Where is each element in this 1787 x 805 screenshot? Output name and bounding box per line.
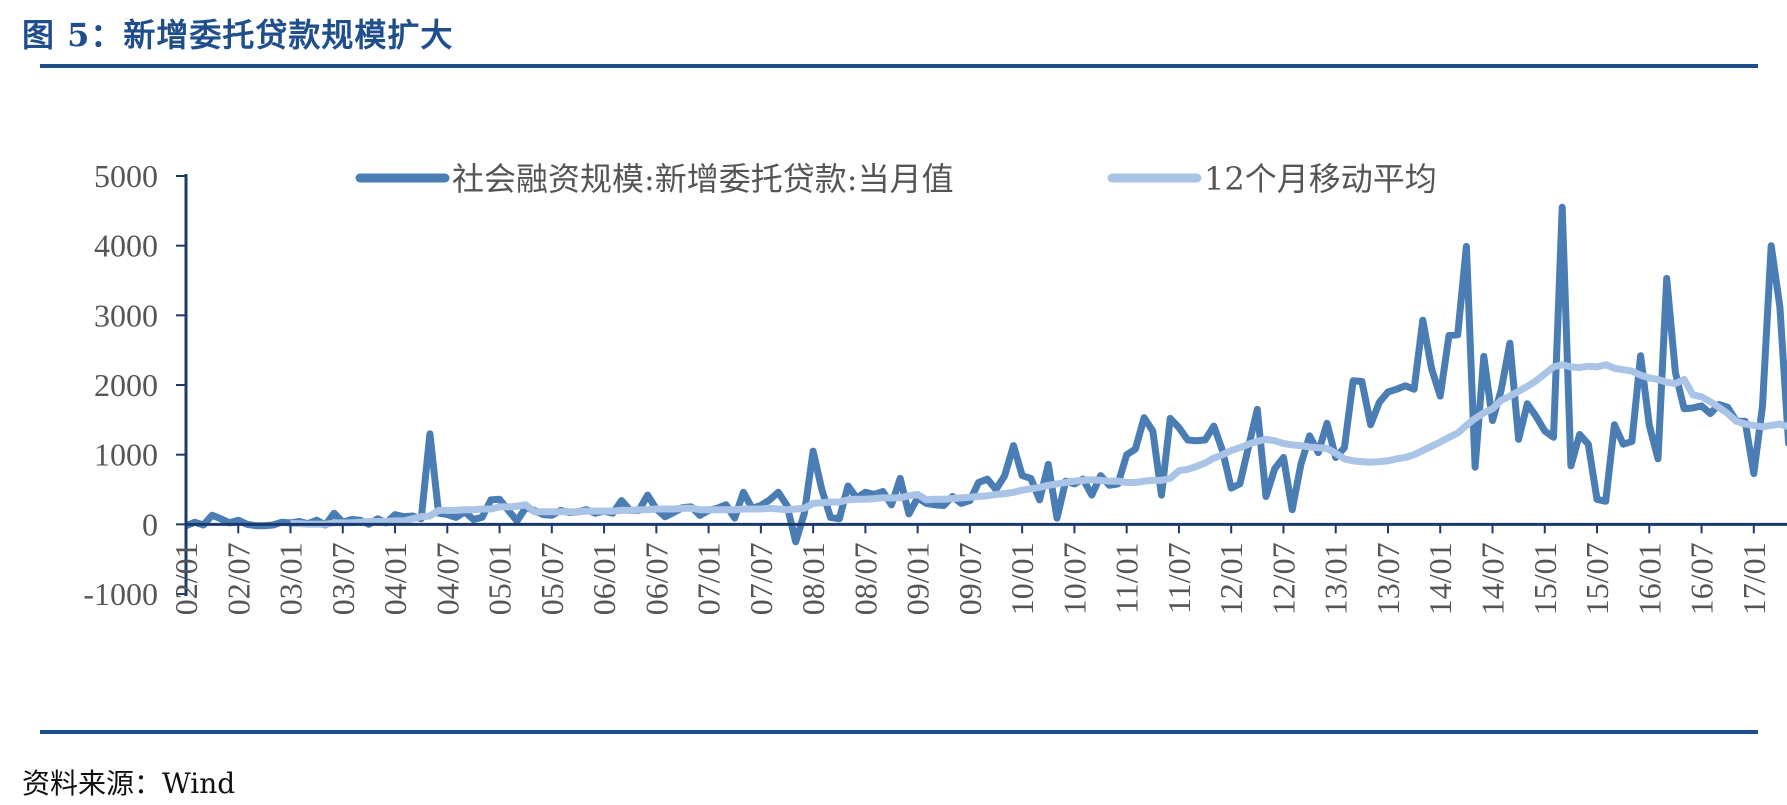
x-tick-label: 14/01	[1422, 542, 1458, 615]
y-tick-label: -1000	[83, 576, 158, 612]
legend: 社会融资规模:新增委托贷款:当月值 12个月移动平均	[355, 160, 1437, 198]
x-tick-label: 15/07	[1579, 542, 1615, 615]
y-tick-label: 2000	[94, 367, 158, 403]
x-tick-label: 08/01	[795, 542, 831, 615]
x-tick-label: 04/07	[429, 542, 465, 615]
legend-label-monthly: 社会融资规模:新增委托贷款:当月值	[452, 160, 954, 198]
y-tick-label: 0	[142, 506, 158, 542]
figure-title: 图 5：新增委托贷款规模扩大	[22, 16, 454, 54]
x-tick-label: 04/01	[377, 542, 413, 615]
x-tick-label: 09/07	[952, 542, 988, 615]
y-tick-label: 3000	[94, 297, 158, 333]
x-tick-label: 03/01	[273, 542, 309, 615]
x-tick-label: 07/01	[691, 542, 727, 615]
x-tick-label: 16/01	[1631, 542, 1667, 615]
x-tick-label: 11/01	[1109, 542, 1145, 614]
y-tick-label: 4000	[94, 228, 158, 264]
title-rule	[40, 64, 1758, 68]
x-tick-label: 11/07	[1161, 542, 1197, 614]
x-tick-label: 12/01	[1213, 542, 1249, 615]
x-tick-label: 17/01	[1736, 542, 1772, 615]
x-tick-label: 13/07	[1370, 542, 1406, 615]
y-tick-label: 1000	[94, 437, 158, 473]
y-tick-label: 5000	[94, 158, 158, 194]
x-tick-label: 15/01	[1527, 542, 1563, 615]
x-tick-label: 02/01	[168, 542, 204, 615]
series-line-moving-average	[290, 361, 1787, 528]
x-tick-label: 06/01	[586, 542, 622, 615]
x-tick-label: 16/07	[1684, 542, 1720, 615]
x-tick-label: 05/01	[482, 542, 518, 615]
x-tick-label: 02/07	[220, 542, 256, 615]
x-tick-label: 13/01	[1318, 542, 1354, 615]
series-layer	[184, 203, 1787, 546]
x-tick-label: 14/07	[1475, 542, 1511, 615]
x-tick-label: 07/07	[743, 542, 779, 615]
x-tick-label: 09/01	[900, 542, 936, 615]
source-note: 资料来源：Wind	[22, 767, 236, 800]
x-tick-label: 12/07	[1265, 542, 1301, 615]
x-tick-label: 08/07	[847, 542, 883, 615]
x-tick-label: 10/07	[1056, 542, 1092, 615]
x-tick-label: 03/07	[325, 542, 361, 615]
x-tick-label: 06/07	[638, 542, 674, 615]
x-tick-label: 05/07	[534, 542, 570, 615]
series-line-monthly	[184, 203, 1787, 546]
axis-layer: -1000 0 1000 2000 3000 4000 5000 02/01 02/07 03/0…	[83, 158, 1787, 615]
bottom-rule	[40, 730, 1758, 734]
x-tick-label: 10/01	[1004, 542, 1040, 615]
legend-label-moving-average: 12个月移动平均	[1204, 160, 1437, 198]
